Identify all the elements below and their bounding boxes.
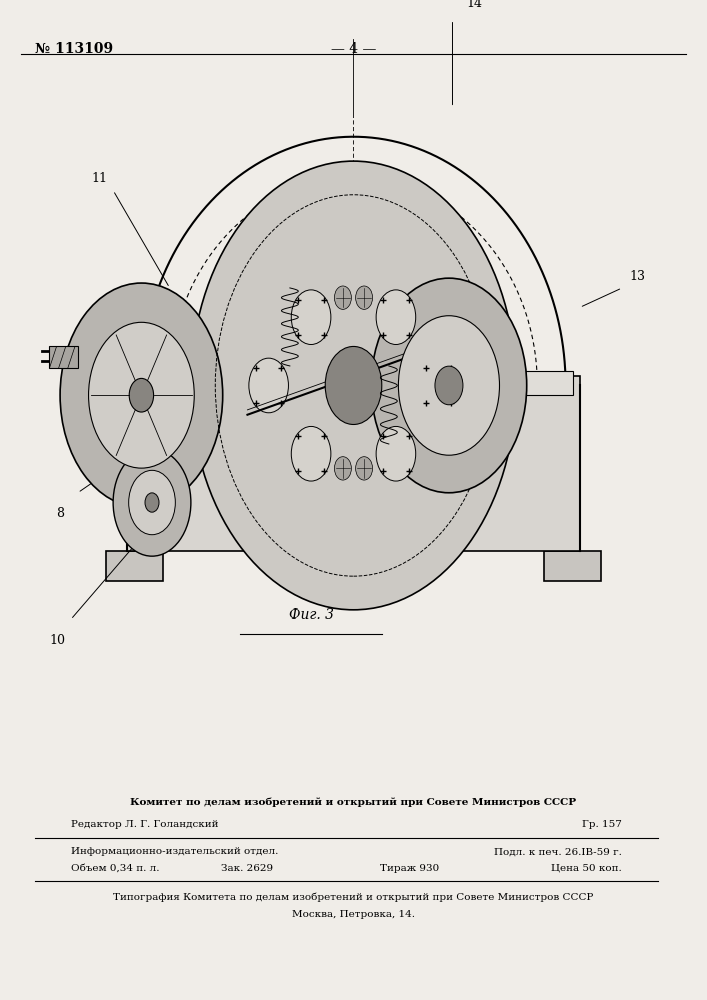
Circle shape xyxy=(371,278,527,493)
Circle shape xyxy=(419,358,458,413)
Text: Зак. 2629: Зак. 2629 xyxy=(221,864,274,873)
Circle shape xyxy=(325,346,382,424)
Circle shape xyxy=(291,290,331,344)
Text: Москва, Петровка, 14.: Москва, Петровка, 14. xyxy=(292,910,415,919)
Text: 10: 10 xyxy=(49,634,66,647)
Circle shape xyxy=(129,470,175,535)
Circle shape xyxy=(356,286,373,309)
Text: Фиг. 3: Фиг. 3 xyxy=(288,608,334,622)
Text: 14: 14 xyxy=(467,0,483,10)
Text: Гр. 157: Гр. 157 xyxy=(583,820,622,829)
Text: Объем 0,34 п. л.: Объем 0,34 п. л. xyxy=(71,864,159,873)
Bar xyxy=(544,551,601,581)
Text: Типография Комитета по делам изобретений и открытий при Совете Министров СССР: Типография Комитета по делам изобретений… xyxy=(113,893,594,902)
Text: Информационно-издательский отдел.: Информационно-издательский отдел. xyxy=(71,847,278,856)
FancyBboxPatch shape xyxy=(49,346,78,368)
Text: 8: 8 xyxy=(57,507,64,520)
Circle shape xyxy=(113,449,191,556)
Circle shape xyxy=(334,286,351,309)
Text: Редактор Л. Г. Голандский: Редактор Л. Г. Голандский xyxy=(71,820,218,829)
Circle shape xyxy=(435,366,463,405)
Circle shape xyxy=(145,493,159,512)
Circle shape xyxy=(88,322,194,468)
Circle shape xyxy=(129,378,153,412)
Text: № 113109: № 113109 xyxy=(35,42,114,56)
Circle shape xyxy=(249,358,288,413)
Text: Подл. к печ. 26.ІВ-59 г.: Подл. к печ. 26.ІВ-59 г. xyxy=(494,847,622,856)
Circle shape xyxy=(60,283,223,507)
Circle shape xyxy=(356,457,373,480)
Circle shape xyxy=(398,316,499,455)
Bar xyxy=(134,371,573,395)
Text: Комитет по делам изобретений и открытий при Совете Министров СССР: Комитет по делам изобретений и открытий … xyxy=(130,797,577,807)
Circle shape xyxy=(376,426,416,481)
Text: 13: 13 xyxy=(629,270,645,283)
Circle shape xyxy=(376,290,416,344)
Circle shape xyxy=(334,457,351,480)
Circle shape xyxy=(291,426,331,481)
Text: — 4 —: — 4 — xyxy=(331,42,376,56)
Bar xyxy=(106,551,163,581)
Circle shape xyxy=(191,161,516,610)
Text: Цена 50 коп.: Цена 50 коп. xyxy=(551,864,622,873)
Text: 11: 11 xyxy=(92,172,108,185)
Bar xyxy=(127,376,580,551)
Text: Тираж 930: Тираж 930 xyxy=(380,864,440,873)
